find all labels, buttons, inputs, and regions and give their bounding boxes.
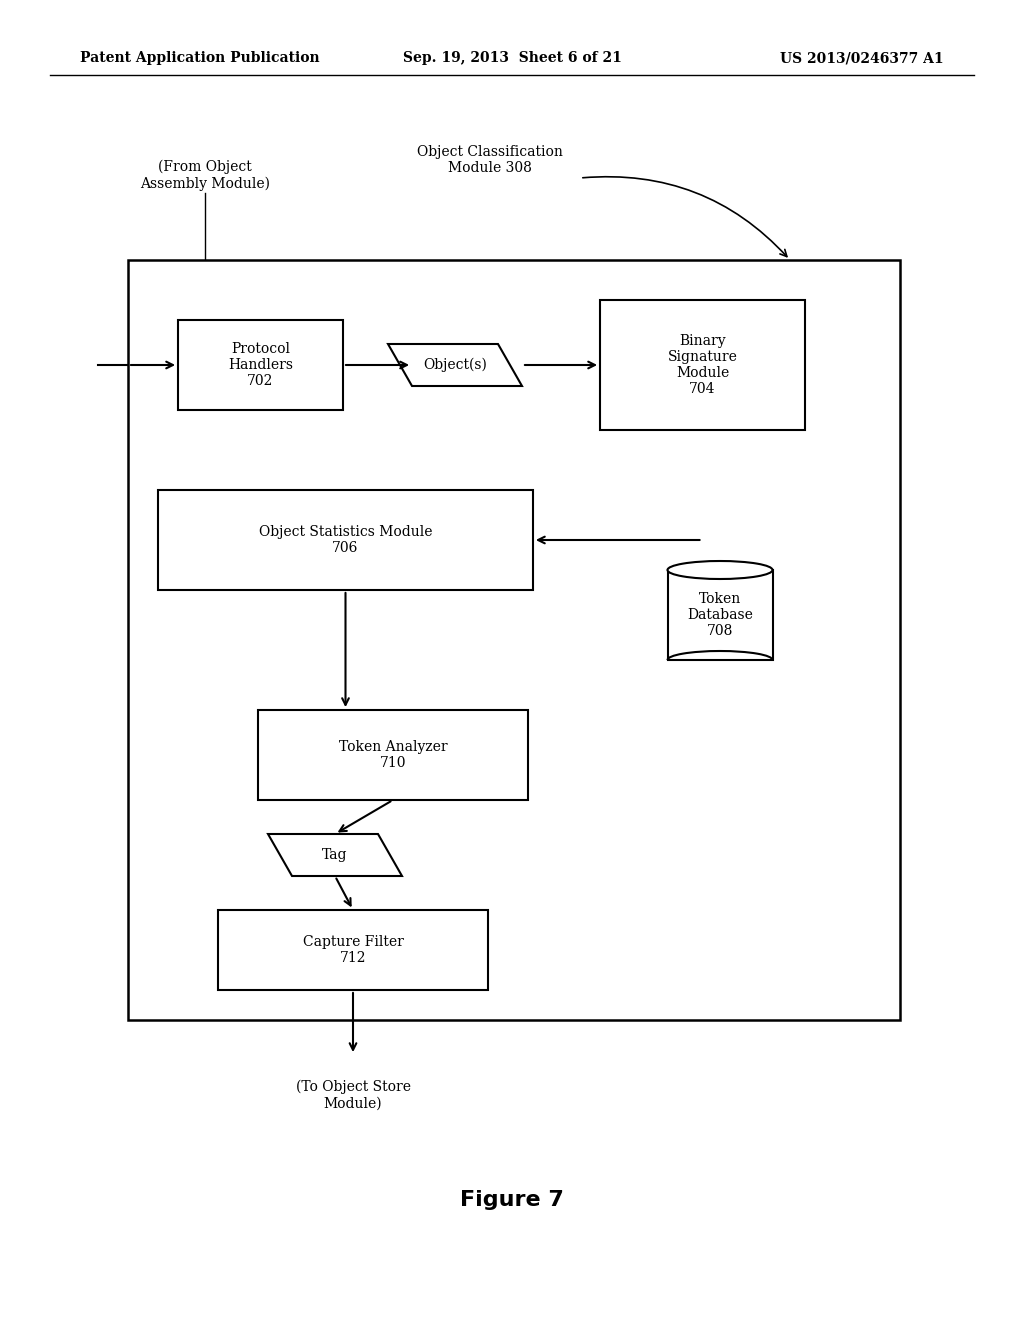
Text: Figure 7: Figure 7 bbox=[460, 1191, 564, 1210]
Text: Binary
Signature
Module
704: Binary Signature Module 704 bbox=[668, 334, 737, 396]
Text: Token
Database
708: Token Database 708 bbox=[687, 591, 753, 638]
Bar bbox=[258, 710, 528, 800]
Bar bbox=[128, 260, 900, 1020]
Bar bbox=[600, 300, 805, 430]
Bar bbox=[668, 570, 772, 660]
Text: Capture Filter
712: Capture Filter 712 bbox=[302, 935, 403, 965]
Text: (From Object
Assembly Module): (From Object Assembly Module) bbox=[140, 160, 270, 190]
Text: Object Statistics Module
706: Object Statistics Module 706 bbox=[259, 525, 432, 556]
Bar bbox=[218, 909, 488, 990]
Bar bbox=[178, 319, 343, 411]
Text: Object Classification
Module 308: Object Classification Module 308 bbox=[417, 145, 563, 176]
Text: Token Analyzer
710: Token Analyzer 710 bbox=[339, 741, 447, 770]
Text: Tag: Tag bbox=[323, 847, 348, 862]
Text: (To Object Store
Module): (To Object Store Module) bbox=[296, 1080, 411, 1110]
FancyArrowPatch shape bbox=[583, 177, 786, 256]
Bar bbox=[158, 490, 534, 590]
Text: Sep. 19, 2013  Sheet 6 of 21: Sep. 19, 2013 Sheet 6 of 21 bbox=[402, 51, 622, 65]
Ellipse shape bbox=[668, 561, 772, 579]
Text: Patent Application Publication: Patent Application Publication bbox=[80, 51, 319, 65]
Text: US 2013/0246377 A1: US 2013/0246377 A1 bbox=[780, 51, 944, 65]
Polygon shape bbox=[268, 834, 402, 876]
Polygon shape bbox=[388, 345, 522, 385]
Text: Protocol
Handlers
702: Protocol Handlers 702 bbox=[228, 342, 293, 388]
Text: Object(s): Object(s) bbox=[423, 358, 487, 372]
